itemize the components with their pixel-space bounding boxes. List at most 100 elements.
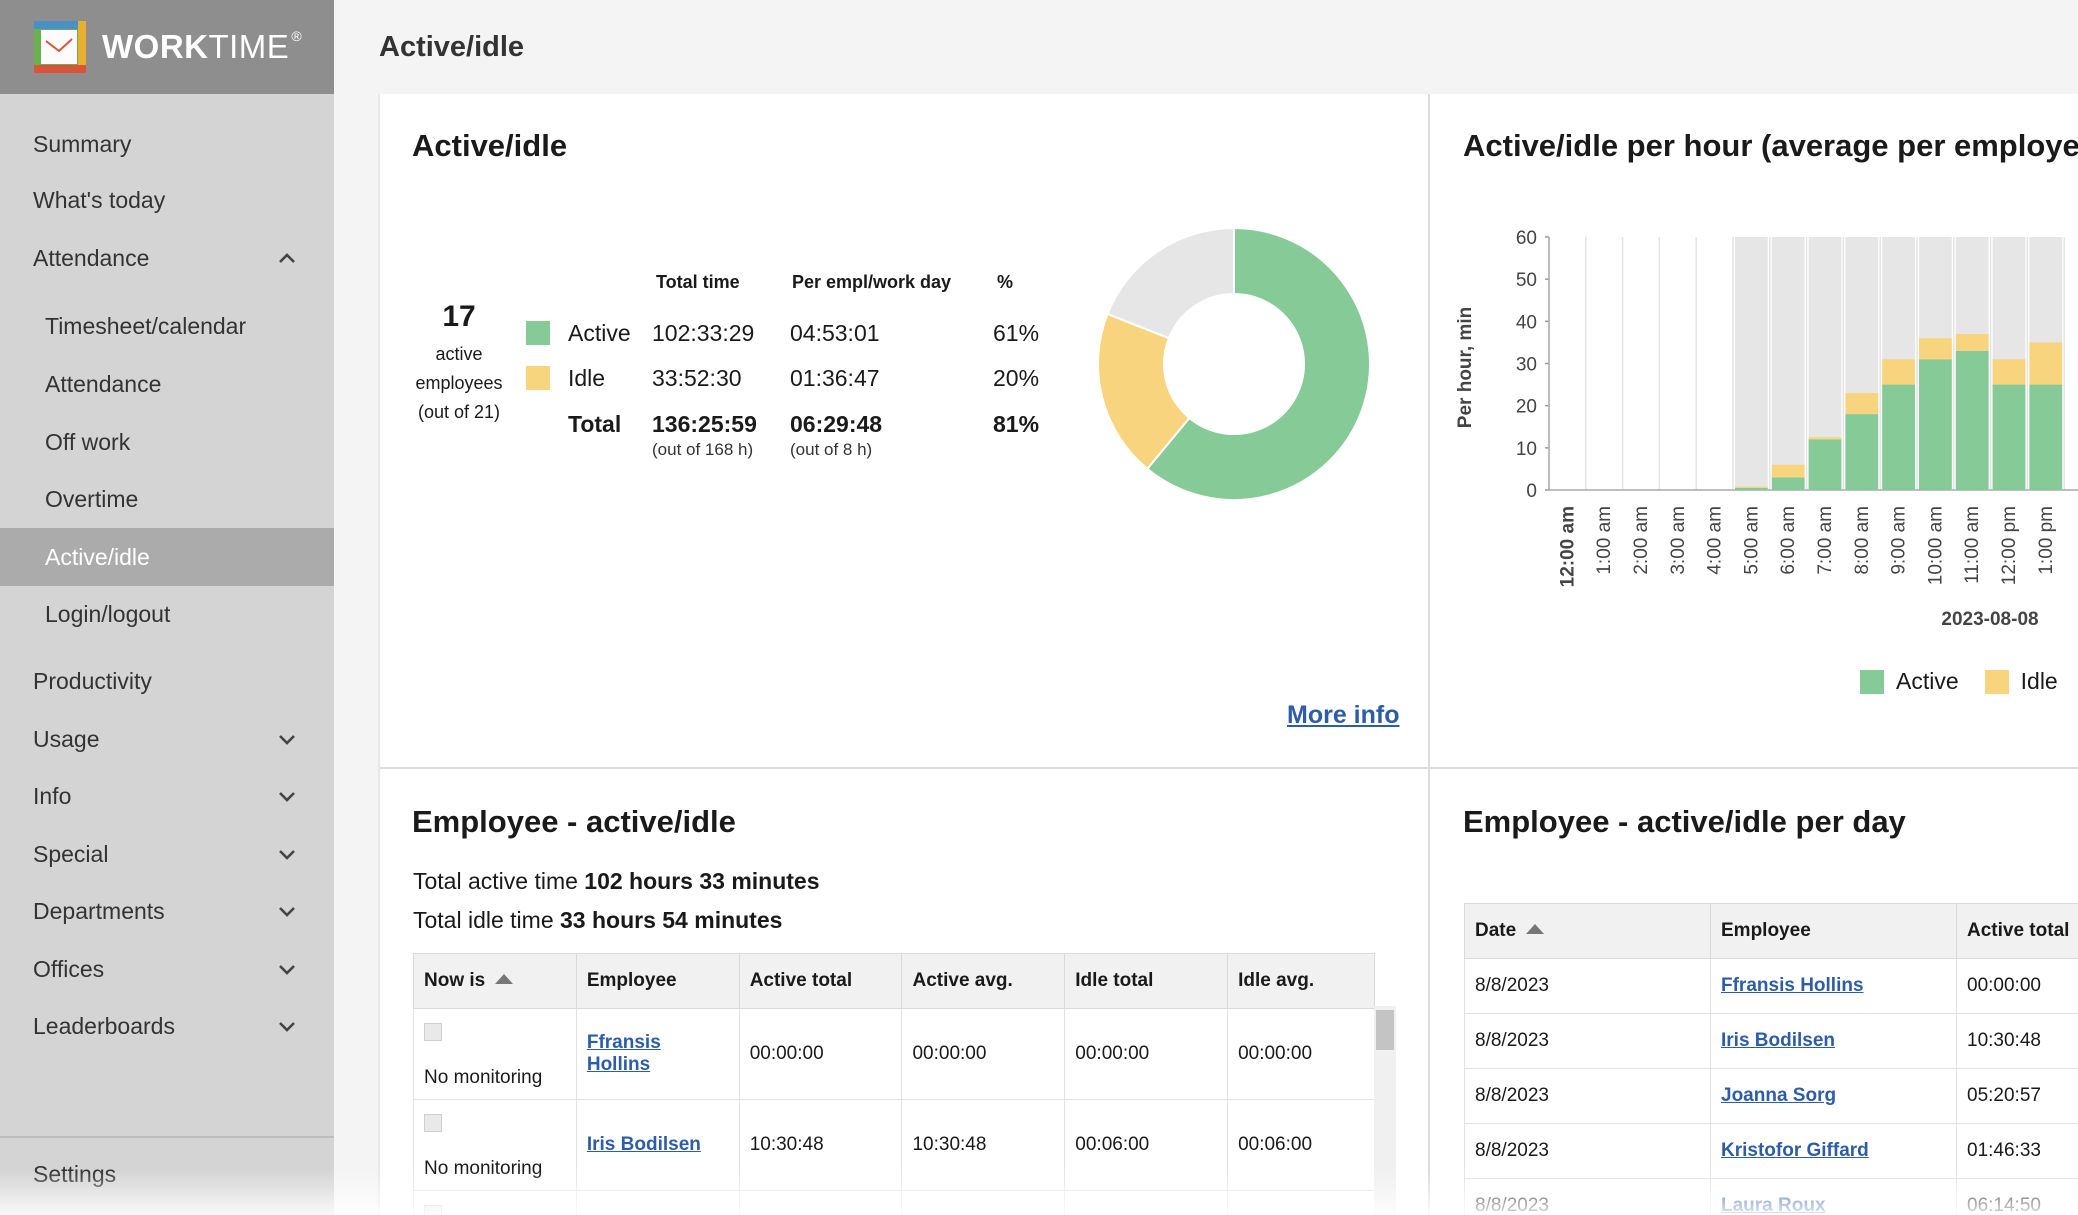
column-date[interactable]: Date	[1464, 903, 1711, 959]
legend-active-label: Active	[1896, 668, 1959, 694]
employee-link[interactable]: Ffransis Hollins	[586, 1032, 661, 1075]
sidebar-item-attendance[interactable]: Attendance	[45, 370, 162, 397]
x-tick-label: 12:00 am	[1557, 506, 1578, 587]
chevron-down-icon	[279, 1022, 295, 1032]
header-per-empl: Per empl/work day	[792, 272, 952, 292]
y-tick-label: 0	[1526, 481, 1537, 502]
sidebar-item-whats-today[interactable]: What's today	[33, 186, 166, 213]
active-employees-count: 17	[442, 300, 476, 333]
column-active-total[interactable]: Active total	[738, 953, 903, 1009]
employee-link[interactable]: Joanna Sorg	[1721, 1085, 1837, 1106]
employee-table: Now is Employee Active total Active avg.…	[413, 953, 1375, 1215]
active-per-empl: 04:53:01	[790, 320, 880, 346]
status-checkbox[interactable]	[424, 1023, 442, 1041]
sidebar-item-usage[interactable]: Usage	[0, 711, 334, 767]
y-tick-label: 30	[1516, 355, 1537, 376]
table-header-row: Date Employee Active total	[1464, 903, 2078, 959]
employee-link[interactable]: Kristofor Giffard	[1721, 1140, 1869, 1161]
now-is-cell	[413, 1190, 577, 1215]
column-idle-avg[interactable]: Idle avg.	[1227, 953, 1375, 1009]
table-row: 8/8/2023 Kristofor Giffard 01:46:33	[1464, 1123, 2078, 1179]
donut-active-slice	[1145, 226, 1371, 501]
employee-cell	[575, 1190, 740, 1215]
idle-avg-cell	[1227, 1190, 1375, 1215]
employee-link[interactable]: Iris Bodilsen	[1721, 1030, 1836, 1051]
employee-cell: Ffransis Hollins	[1710, 958, 1957, 1014]
sidebar-item-offices[interactable]: Offices	[0, 941, 334, 997]
employee-link[interactable]: Laura Roux	[1721, 1195, 1826, 1215]
total-active-label: Total active time	[413, 868, 578, 894]
column-active-total[interactable]: Active total	[1956, 903, 2078, 959]
sidebar-item-info[interactable]: Info	[0, 768, 334, 824]
sidebar-item-productivity[interactable]: Productivity	[33, 667, 152, 694]
employee-link[interactable]: Ffransis Hollins	[1721, 975, 1864, 996]
sidebar-item-settings[interactable]: Settings	[33, 1160, 117, 1187]
chart-legend: Active Idle	[1860, 668, 2058, 695]
employee-cell: Laura Roux	[1710, 1178, 1957, 1215]
column-divider	[1428, 94, 1430, 1215]
sidebar-item-summary[interactable]: Summary	[33, 130, 132, 157]
bar-active	[1919, 359, 1952, 490]
more-info-link[interactable]: More info	[1287, 701, 1400, 729]
date-cell: 8/8/2023	[1464, 1013, 1711, 1069]
idle-per-empl: 01:36:47	[790, 365, 880, 391]
per-day-table: Date Employee Active total 8/8/2023 Ffra…	[1464, 903, 2078, 1215]
total-idle-value: 33 hours 54 minutes	[560, 907, 783, 933]
active-total-cell: 06:14:50	[1956, 1178, 2078, 1215]
sidebar-item-active-idle[interactable]: Active/idle	[0, 528, 334, 586]
x-tick-label: 2:00 am	[1631, 506, 1652, 575]
active-total-time: 102:33:29	[652, 320, 755, 346]
column-employee[interactable]: Employee	[1710, 903, 1957, 959]
date-cell: 8/8/2023	[1464, 1178, 1711, 1215]
content-left-border	[378, 94, 380, 1215]
x-tick-label: 11:00 am	[1962, 506, 1983, 584]
column-now-is[interactable]: Now is	[413, 953, 577, 1009]
active-avg-cell	[901, 1190, 1066, 1215]
sidebar-item-off-work[interactable]: Off work	[45, 428, 131, 455]
sidebar-item-leaderboards[interactable]: Leaderboards	[0, 998, 334, 1054]
x-tick-label: 8:00 am	[1852, 506, 1873, 575]
sidebar: WORKTIME ® Summary What's today Attendanc…	[0, 0, 334, 1215]
column-idle-total[interactable]: Idle total	[1064, 953, 1229, 1009]
y-tick-label: 60	[1516, 228, 1537, 249]
header-percent: %	[997, 272, 1014, 292]
active-avg-cell: 10:30:48	[901, 1099, 1066, 1191]
sidebar-item-special[interactable]: Special	[0, 826, 334, 882]
bar-idle	[1919, 338, 1952, 360]
column-employee[interactable]: Employee	[575, 953, 740, 1009]
table-header-row: Now is Employee Active total Active avg.…	[413, 953, 1375, 1009]
idle-total-cell	[1064, 1190, 1229, 1215]
x-tick-label: 7:00 am	[1815, 506, 1836, 575]
page-title: Active/idle	[379, 30, 525, 63]
active-idle-donut-chart	[1097, 226, 1371, 501]
table-scrollbar[interactable]	[1374, 1006, 1396, 1215]
employee-cell: Ffransis Hollins	[575, 1008, 740, 1100]
status-checkbox[interactable]	[424, 1205, 442, 1215]
idle-percent: 20%	[993, 365, 1040, 391]
sidebar-item-timesheet[interactable]: Timesheet/calendar	[45, 312, 247, 339]
scrollbar-thumb[interactable]	[1376, 1010, 1394, 1050]
total-time-sub: (out of 168 h)	[652, 440, 754, 459]
table-row: No monitoring Ffransis Hollins 00:00:00 …	[413, 1008, 1375, 1100]
active-idle-per-hour-chart: 0 10 20 30 40 50 60 Per hour, min 12:00 am 1:00 a…	[1455, 228, 2078, 630]
active-avg-cell: 00:00:00	[901, 1008, 1066, 1100]
total-active-value: 102 hours 33 minutes	[584, 868, 820, 894]
table-row: 8/8/2023 Joanna Sorg 05:20:57	[1464, 1068, 2078, 1124]
bar-idle	[1735, 486, 1768, 488]
active-total-cell: 10:30:48	[1956, 1013, 2078, 1069]
active-employees-out-of: (out of 21)	[417, 402, 501, 422]
total-time: 136:25:59	[652, 411, 757, 437]
bar-active	[2029, 384, 2063, 490]
column-active-avg[interactable]: Active avg.	[901, 953, 1066, 1009]
x-tick-label: 1:00 am	[1594, 506, 1615, 575]
status-checkbox[interactable]	[424, 1114, 442, 1132]
y-tick-label: 40	[1516, 312, 1537, 333]
bar-active	[1735, 487, 1768, 490]
idle-total-time: 33:52:30	[652, 365, 742, 391]
sidebar-item-login-logout[interactable]: Login/logout	[45, 600, 171, 627]
sidebar-item-departments[interactable]: Departments	[0, 883, 334, 939]
sidebar-item-attendance-group[interactable]: Attendance	[0, 230, 334, 286]
employee-link[interactable]: Iris Bodilsen	[586, 1134, 701, 1155]
sidebar-item-overtime[interactable]: Overtime	[45, 485, 139, 512]
chevron-down-icon	[279, 735, 295, 745]
